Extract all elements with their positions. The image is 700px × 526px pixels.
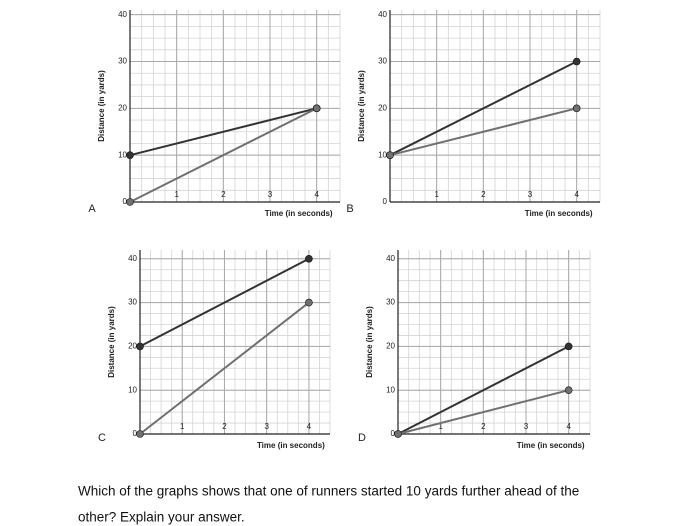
y-tick-label: 20 (378, 103, 387, 112)
panel-label: C (98, 432, 106, 444)
y-tick-label: 20 (386, 341, 395, 350)
x-axis-label: Time (in seconds) (525, 209, 593, 218)
y-tick-label: 40 (378, 10, 387, 19)
x-tick-label: 3 (264, 422, 269, 431)
y-tick-label: 30 (118, 57, 127, 66)
y-tick-label: 10 (128, 385, 137, 394)
x-tick-label: 2 (481, 190, 486, 199)
panel-label: A (88, 203, 96, 215)
y-tick-label: 20 (118, 103, 127, 112)
x-tick-label: 3 (524, 422, 529, 431)
point (305, 254, 313, 263)
point (572, 57, 581, 66)
x-tick-label: 2 (221, 190, 226, 199)
x-tick-label: 4 (314, 190, 319, 199)
series-line (139, 301, 310, 435)
series-line (389, 107, 577, 157)
y-tick-label: 10 (378, 150, 387, 159)
question-line: other? Explain your answer. (78, 510, 245, 525)
point (136, 342, 144, 351)
x-tick-label: 1 (438, 422, 443, 431)
y-tick-label: 40 (386, 254, 395, 263)
y-axis-label: Distance (in yards) (97, 70, 106, 142)
y-tick-label: 20 (128, 341, 137, 350)
point (386, 151, 394, 159)
y-tick-label: 30 (378, 57, 387, 66)
x-tick-label: 2 (222, 422, 227, 431)
x-tick-label: 1 (434, 190, 439, 199)
y-tick-label: 10 (386, 385, 395, 394)
y-axis-label: Distance (in yards) (357, 70, 366, 142)
x-axis-label: Time (in seconds) (257, 441, 325, 450)
x-tick-label: 3 (268, 190, 273, 199)
point (564, 386, 573, 394)
y-tick-label: 40 (118, 10, 127, 19)
point (564, 342, 573, 351)
point (126, 151, 134, 159)
y-tick-label: 0 (123, 197, 128, 206)
question-line: Which of the graphs shows that one of ru… (78, 484, 579, 499)
x-axis-label: Time (in seconds) (265, 209, 333, 218)
panel-label: D (358, 432, 366, 444)
x-tick-label: 4 (566, 422, 571, 431)
panel-label: B (346, 203, 353, 215)
series-line (389, 60, 578, 157)
x-axis-label: Time (in seconds) (517, 441, 585, 450)
x-tick-label: 1 (174, 190, 179, 199)
y-tick-label: 10 (118, 150, 127, 159)
point (572, 104, 581, 113)
series-line (129, 107, 317, 157)
series-line (397, 345, 570, 435)
y-tick-label: 30 (386, 298, 395, 307)
series-line (129, 107, 318, 203)
y-tick-label: 0 (391, 429, 396, 438)
point (126, 198, 134, 206)
x-tick-label: 1 (180, 422, 185, 431)
y-tick-label: 0 (133, 429, 138, 438)
y-axis-label: Distance (in yards) (107, 306, 116, 378)
y-tick-label: 0 (383, 197, 388, 206)
point (394, 430, 402, 438)
series-line (139, 257, 310, 348)
point (312, 104, 321, 113)
point (305, 298, 313, 307)
point (136, 430, 144, 438)
x-tick-label: 4 (574, 190, 579, 199)
series-line (397, 389, 569, 435)
y-tick-label: 40 (128, 254, 137, 263)
x-tick-label: 4 (307, 422, 312, 431)
x-tick-label: 3 (528, 190, 533, 199)
y-tick-label: 30 (128, 298, 137, 307)
y-axis-label: Distance (in yards) (365, 306, 374, 378)
x-tick-label: 2 (481, 422, 486, 431)
